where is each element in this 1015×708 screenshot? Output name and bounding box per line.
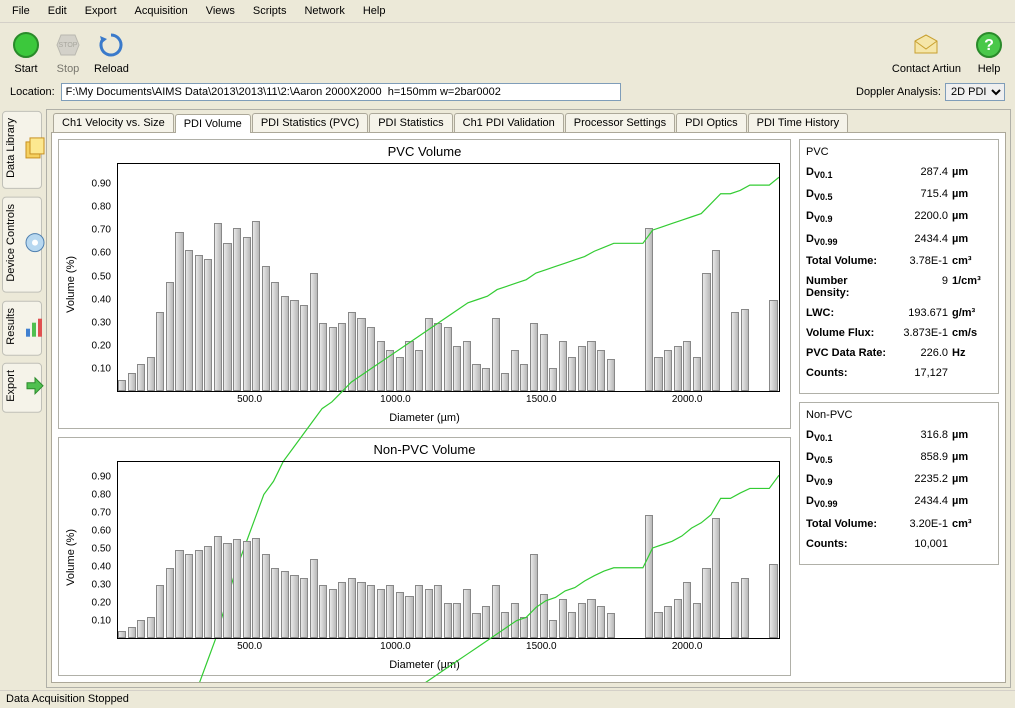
tab-5[interactable]: Processor Settings xyxy=(565,113,675,132)
tab-7[interactable]: PDI Time History xyxy=(748,113,849,132)
menu-network[interactable]: Network xyxy=(296,2,352,20)
contact-label: Contact Artiun xyxy=(892,63,961,75)
tab-0[interactable]: Ch1 Velocity vs. Size xyxy=(53,113,174,132)
menu-file[interactable]: File xyxy=(4,2,38,20)
help-label: Help xyxy=(978,63,1001,75)
nonpvc-chart: Non-PVC Volume Volume (%) 0.100.200.300.… xyxy=(58,437,791,676)
menu-help[interactable]: Help xyxy=(355,2,394,20)
help-button[interactable]: ? Help xyxy=(973,29,1005,75)
mail-icon xyxy=(910,29,942,61)
menu-acquisition[interactable]: Acquisition xyxy=(127,2,196,20)
reload-button[interactable]: Reload xyxy=(94,29,129,75)
pvc-stats: PVCDV0.1287.4µmDV0.5715.4µmDV0.92200.0µm… xyxy=(799,139,999,394)
sidebar-device-controls[interactable]: Device Controls xyxy=(2,197,42,293)
menu-views[interactable]: Views xyxy=(198,2,243,20)
chart-title: PVC Volume xyxy=(65,144,784,159)
tabs: Ch1 Velocity vs. SizePDI VolumePDI Stati… xyxy=(47,110,1010,132)
location-input[interactable] xyxy=(61,83,621,101)
menubar: FileEditExportAcquisitionViewsScriptsNet… xyxy=(0,0,1015,23)
svg-text:STOP: STOP xyxy=(59,42,78,49)
stop-button[interactable]: STOP Stop xyxy=(52,29,84,75)
sidebar-export[interactable]: Export xyxy=(2,363,42,413)
stop-label: Stop xyxy=(57,63,80,75)
sidebar-data-library[interactable]: Data Library xyxy=(2,111,42,189)
start-icon xyxy=(10,29,42,61)
start-label: Start xyxy=(14,63,37,75)
pvc-chart: PVC Volume Volume (%) 0.100.200.300.400.… xyxy=(58,139,791,429)
doppler-label: Doppler Analysis: xyxy=(856,86,941,98)
menu-export[interactable]: Export xyxy=(77,2,125,20)
svg-text:?: ? xyxy=(984,37,994,54)
tab-body: PVC Volume Volume (%) 0.100.200.300.400.… xyxy=(51,132,1006,683)
menu-edit[interactable]: Edit xyxy=(40,2,75,20)
sidebar: Data Library Device Controls Results Export xyxy=(0,107,44,690)
start-button[interactable]: Start xyxy=(10,29,42,75)
tab-6[interactable]: PDI Optics xyxy=(676,113,747,132)
tab-3[interactable]: PDI Statistics xyxy=(369,113,452,132)
toolbar: Start STOP Stop Reload Contact Artiun ? … xyxy=(0,23,1015,81)
status-bar: Data Acquisition Stopped xyxy=(0,690,1015,708)
reload-label: Reload xyxy=(94,63,129,75)
y-label: Volume (%) xyxy=(65,529,77,586)
y-label: Volume (%) xyxy=(65,256,77,313)
help-icon: ? xyxy=(973,29,1005,61)
doppler-select[interactable]: 2D PDI xyxy=(945,83,1005,101)
location-label: Location: xyxy=(10,86,55,98)
location-bar: Location: Doppler Analysis: 2D PDI xyxy=(0,81,1015,107)
menu-scripts[interactable]: Scripts xyxy=(245,2,295,20)
contact-button[interactable]: Contact Artiun xyxy=(892,29,961,75)
tab-4[interactable]: Ch1 PDI Validation xyxy=(454,113,564,132)
tab-1[interactable]: PDI Volume xyxy=(175,114,251,133)
tab-2[interactable]: PDI Statistics (PVC) xyxy=(252,113,368,132)
stop-icon: STOP xyxy=(52,29,84,61)
nonpvc-stats: Non-PVCDV0.1316.8µmDV0.5858.9µmDV0.92235… xyxy=(799,402,999,565)
reload-icon xyxy=(95,29,127,61)
sidebar-results[interactable]: Results xyxy=(2,301,42,356)
